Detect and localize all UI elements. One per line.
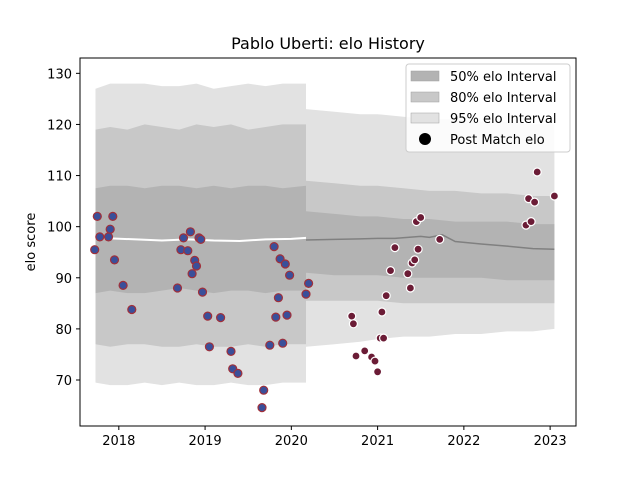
post-match-elo-point — [403, 269, 413, 279]
post-match-elo-point — [405, 283, 415, 293]
post-match-elo-point — [257, 403, 267, 413]
y-tick-label: 100 — [47, 221, 72, 236]
post-match-elo-point — [278, 338, 288, 348]
late-band-50 — [306, 211, 555, 281]
x-tick-label: 2018 — [102, 434, 135, 449]
legend-label: Post Match elo — [450, 133, 545, 148]
post-match-elo-point — [90, 245, 100, 255]
post-match-elo-point — [413, 244, 423, 254]
post-match-elo-point — [348, 319, 358, 329]
post-match-elo-point — [203, 311, 213, 321]
plot-frame — [79, 57, 577, 427]
post-match-elo-point — [385, 266, 396, 276]
legend-marker-swatch — [419, 133, 431, 145]
y-tick-label: 110 — [47, 170, 72, 185]
post-match-elo-point — [529, 197, 540, 207]
legend-band95-swatch — [410, 112, 440, 124]
post-match-elo-point — [105, 224, 115, 234]
legend-label: 50% elo Interval — [450, 70, 557, 85]
post-match-elo-point — [379, 333, 389, 343]
post-match-elo-point — [271, 312, 281, 322]
post-match-elo-point — [185, 227, 195, 237]
post-match-elo-point — [377, 307, 387, 317]
post-match-elo-point — [109, 255, 120, 265]
post-match-elo-point — [532, 167, 542, 177]
post-match-elo-point — [416, 212, 426, 223]
legend-band80-swatch — [410, 91, 440, 103]
legend-label: 80% elo Interval — [450, 91, 557, 106]
post-match-elo-point — [259, 385, 269, 395]
post-match-elo-point — [373, 367, 383, 377]
post-match-elo-point — [301, 289, 311, 299]
legend-band50-swatch — [410, 70, 440, 82]
post-match-elo-point — [410, 255, 420, 265]
post-match-elo-point — [435, 234, 445, 244]
post-match-elo-point — [204, 342, 214, 352]
post-match-elo-point — [360, 346, 370, 356]
post-match-elo-point — [127, 304, 137, 315]
x-tick-label: 2019 — [189, 434, 222, 449]
x-tick-label: 2022 — [447, 434, 480, 449]
post-match-elo-point — [197, 287, 208, 297]
post-match-elo-point — [233, 368, 243, 378]
x-tick-label: 2021 — [361, 434, 394, 449]
x-tick-label: 2023 — [534, 434, 567, 449]
y-axis-label: elo score — [24, 213, 39, 272]
post-match-elo-point — [347, 311, 357, 321]
post-match-elo-point — [191, 261, 202, 271]
post-match-elo-point — [226, 346, 236, 356]
post-match-elo-point — [304, 278, 314, 288]
post-match-elo-point — [118, 280, 128, 290]
post-match-elo-point — [351, 351, 361, 361]
post-match-elo-point — [282, 310, 292, 320]
post-match-elo-point — [381, 291, 391, 301]
post-match-elo-point — [549, 191, 560, 201]
post-match-elo-point — [172, 283, 183, 293]
post-match-elo-point — [108, 211, 118, 221]
y-axis: 70 80 90 100 110 120 130 — [47, 67, 80, 389]
post-match-elo-point — [216, 313, 226, 323]
post-match-elo-point — [280, 259, 290, 269]
legend-label: 95% elo Interval — [450, 112, 557, 127]
post-match-elo-point — [178, 233, 189, 243]
post-match-elo-point — [196, 234, 206, 244]
post-match-elo-point — [187, 269, 197, 279]
post-match-elo-point — [95, 232, 105, 242]
late-mean-line — [305, 234, 555, 250]
y-tick-label: 90 — [55, 272, 72, 287]
post-match-elo-point — [390, 243, 400, 253]
post-match-elo-point — [183, 246, 193, 256]
legend-box — [405, 63, 571, 153]
post-match-elo-point — [526, 217, 536, 227]
chart-title: Pablo Uberti: elo History — [231, 34, 425, 53]
legend: 50% elo Interval 80% elo Interval 95% elo … — [405, 63, 571, 153]
post-match-elo-point — [370, 356, 380, 366]
post-match-elo-point — [285, 270, 295, 280]
y-tick-label: 130 — [47, 67, 72, 82]
y-tick-label: 70 — [55, 374, 72, 389]
x-tick-label: 2020 — [275, 434, 308, 449]
post-match-elo-point — [269, 242, 279, 252]
post-match-elo-point — [273, 293, 283, 303]
y-tick-label: 80 — [55, 323, 72, 338]
y-tick-label: 120 — [47, 118, 72, 133]
post-match-elo-point — [103, 232, 114, 242]
markers-layer — [90, 167, 560, 413]
x-axis: 2018 2019 2020 2021 2022 2023 — [102, 426, 567, 449]
post-match-elo-point — [265, 340, 275, 350]
post-match-elo-point — [92, 211, 102, 221]
